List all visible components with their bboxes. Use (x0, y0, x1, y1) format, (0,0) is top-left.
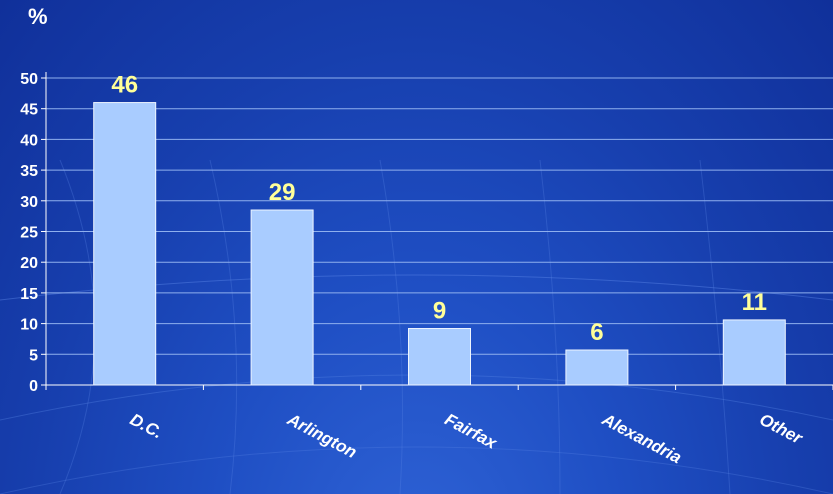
x-category-label: Arlington (283, 409, 360, 462)
y-tick-label: 35 (20, 163, 38, 180)
y-tick-label: 30 (20, 194, 38, 211)
bar-fairfax (408, 328, 471, 386)
y-tick-label: 45 (20, 102, 38, 119)
data-label: 9 (433, 298, 446, 325)
bar-arlington (250, 209, 314, 386)
data-label: 6 (590, 319, 603, 346)
y-tick-label: 10 (20, 317, 38, 334)
y-tick-label: 5 (29, 347, 38, 364)
bar-other (722, 319, 786, 386)
y-tick-label: 50 (20, 71, 38, 88)
data-label: 46 (111, 72, 138, 99)
bar-alexandria (565, 349, 629, 386)
x-category-label: Alexandria (598, 409, 685, 467)
bar-dc (93, 102, 157, 386)
x-category-label: Other (756, 410, 806, 449)
x-category-label: Fairfax (442, 410, 502, 454)
y-tick-label: 0 (29, 378, 38, 395)
data-label: 29 (269, 179, 296, 206)
y-tick-label: 20 (20, 255, 38, 272)
y-tick-label: 25 (20, 225, 38, 242)
y-tick-label: 40 (20, 132, 38, 149)
y-tick-label: 15 (20, 286, 38, 303)
y-axis-unit-label: % (28, 4, 48, 29)
x-category-label: D.C. (127, 410, 166, 443)
data-label: 11 (742, 289, 767, 316)
